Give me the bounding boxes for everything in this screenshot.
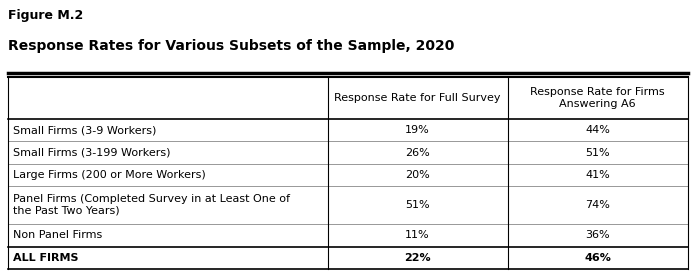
Text: Small Firms (3-9 Workers): Small Firms (3-9 Workers): [13, 125, 157, 135]
Text: 11%: 11%: [405, 231, 430, 240]
Text: Response Rates for Various Subsets of the Sample, 2020: Response Rates for Various Subsets of th…: [8, 39, 454, 53]
Text: Small Firms (3-199 Workers): Small Firms (3-199 Workers): [13, 148, 171, 157]
Text: Large Firms (200 or More Workers): Large Firms (200 or More Workers): [13, 170, 206, 180]
Text: 74%: 74%: [585, 200, 610, 210]
Text: 51%: 51%: [405, 200, 430, 210]
Text: 46%: 46%: [584, 253, 611, 263]
Text: Response Rate for Firms
Answering A6: Response Rate for Firms Answering A6: [530, 88, 665, 109]
Text: 41%: 41%: [585, 170, 610, 180]
Text: Response Rate for Full Survey: Response Rate for Full Survey: [334, 93, 501, 103]
Text: Figure M.2: Figure M.2: [8, 9, 84, 22]
Text: 51%: 51%: [585, 148, 610, 157]
Text: 22%: 22%: [404, 253, 431, 263]
Text: 26%: 26%: [405, 148, 430, 157]
Text: 19%: 19%: [405, 125, 430, 135]
Text: 20%: 20%: [405, 170, 430, 180]
Text: 44%: 44%: [585, 125, 610, 135]
Text: Non Panel Firms: Non Panel Firms: [13, 231, 102, 240]
Text: 36%: 36%: [585, 231, 610, 240]
Text: Panel Firms (Completed Survey in at Least One of
the Past Two Years): Panel Firms (Completed Survey in at Leas…: [13, 194, 290, 216]
Text: ALL FIRMS: ALL FIRMS: [13, 253, 79, 263]
